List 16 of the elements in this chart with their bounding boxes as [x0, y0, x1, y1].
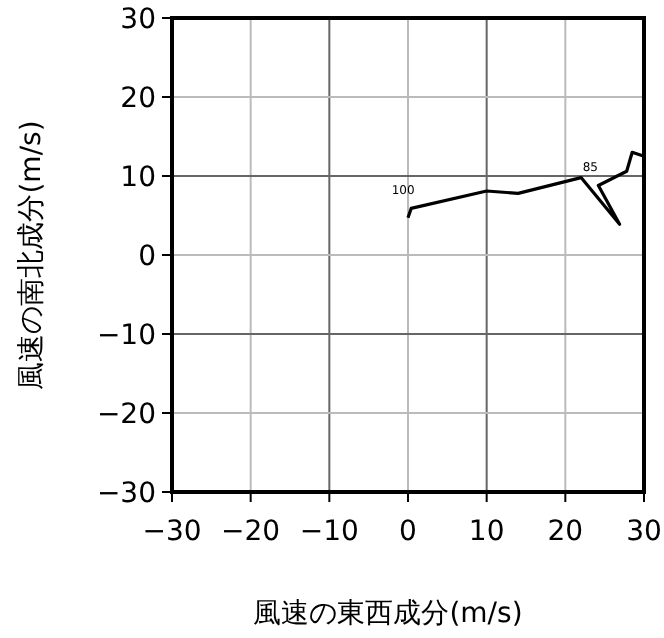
x-tick-label: 30: [626, 516, 662, 548]
y-tick-label: −30: [96, 478, 156, 510]
x-tick-label: 20: [547, 516, 584, 548]
y-tick-label: 30: [120, 4, 156, 36]
x-tick-label: 10: [468, 516, 505, 548]
y-tick-label: −20: [96, 399, 156, 431]
y-tick-label: 10: [120, 162, 156, 194]
x-tick-label: −10: [299, 516, 359, 548]
x-axis-title: 風速の東西成分(m/s): [253, 598, 523, 630]
y-tick-label: 20: [120, 83, 156, 115]
x-tick-label: 0: [399, 516, 417, 548]
y-axis-title: 風速の南北成分(m/s): [16, 120, 48, 390]
x-tick-label: −20: [221, 516, 281, 548]
x-tick-label: −30: [142, 516, 202, 548]
y-tick-label: −10: [96, 320, 156, 352]
y-tick-label: 0: [138, 241, 156, 273]
